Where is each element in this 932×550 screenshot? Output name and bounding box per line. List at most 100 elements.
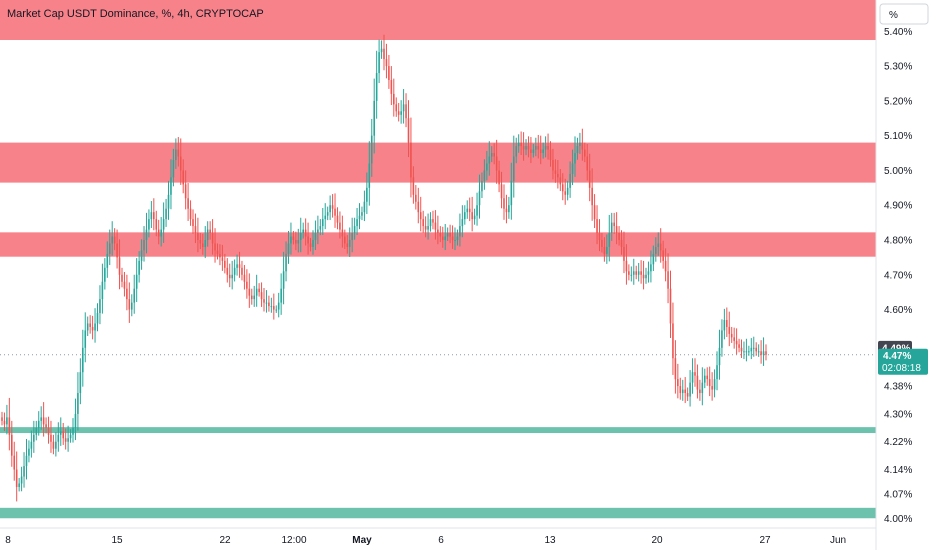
candle xyxy=(468,197,471,222)
candle xyxy=(6,404,8,435)
chart-title: Market Cap USDT Dominance, %, 4h, CRYPTO… xyxy=(7,8,264,20)
candle-body xyxy=(655,246,657,254)
candle-body xyxy=(388,66,390,80)
candle-body xyxy=(265,302,268,304)
price-tick-label: 4.00% xyxy=(884,514,912,525)
candle xyxy=(255,274,258,307)
candle xyxy=(716,351,718,391)
candle-body xyxy=(699,389,701,394)
candle xyxy=(603,237,606,262)
candle xyxy=(596,205,598,245)
candle xyxy=(363,190,366,222)
candle-body xyxy=(544,146,547,150)
unit-button[interactable] xyxy=(879,3,929,25)
candle xyxy=(336,207,339,230)
candle xyxy=(508,196,510,219)
candle-body xyxy=(542,149,544,154)
candle-body xyxy=(297,240,300,244)
candle xyxy=(346,235,349,254)
candle xyxy=(99,285,101,325)
candle xyxy=(104,258,106,290)
candle-body xyxy=(351,233,353,240)
candle xyxy=(265,290,268,313)
candle xyxy=(253,285,256,307)
candle xyxy=(466,200,469,219)
candle xyxy=(417,187,420,224)
candle-body xyxy=(743,351,745,353)
candle xyxy=(395,97,398,117)
candle-body xyxy=(459,226,461,237)
candle xyxy=(606,234,608,264)
price-axis[interactable]: 4.00%4.07%4.14%4.22%4.30%4.38%4.46%4.60%… xyxy=(884,0,912,525)
candle-body xyxy=(662,250,664,261)
candle xyxy=(706,367,709,386)
candle xyxy=(143,226,145,262)
candle xyxy=(598,219,601,252)
candle xyxy=(630,266,633,282)
candle-body xyxy=(312,240,314,247)
candle xyxy=(642,260,645,290)
candle-body xyxy=(72,427,74,435)
candle xyxy=(233,259,236,282)
candle-body xyxy=(615,226,618,234)
candle xyxy=(160,217,162,247)
candle xyxy=(326,206,329,221)
candle xyxy=(246,269,248,299)
candle-body xyxy=(295,240,297,244)
candle-body xyxy=(258,288,260,293)
candle xyxy=(446,227,449,241)
candle-body xyxy=(336,215,339,223)
candle-body xyxy=(206,229,209,240)
time-tick-label: 27 xyxy=(759,535,771,546)
candle-body xyxy=(13,455,16,470)
candle xyxy=(341,215,344,248)
candle-body xyxy=(400,111,402,115)
candle-body xyxy=(684,389,686,394)
candle-body xyxy=(456,236,459,240)
candle-body xyxy=(121,274,123,282)
candle-body xyxy=(221,257,224,261)
candle-body xyxy=(50,434,52,442)
candle xyxy=(750,338,753,360)
candle-body xyxy=(596,219,598,234)
candle-body xyxy=(380,48,383,53)
candle xyxy=(537,134,540,159)
candle xyxy=(493,143,495,165)
price-tick-label: 4.80% xyxy=(884,236,912,247)
price-badges: 4.49% 4.47% 02:08:18 xyxy=(878,340,928,375)
candle-body xyxy=(510,180,513,206)
candle-body xyxy=(390,80,393,94)
candle-body xyxy=(299,233,302,240)
candle xyxy=(730,326,733,343)
candle xyxy=(554,159,557,183)
candle xyxy=(728,311,731,347)
candle xyxy=(743,341,745,360)
candle-body xyxy=(449,233,451,237)
candle-body xyxy=(405,104,407,119)
candle xyxy=(677,363,679,399)
candle xyxy=(72,418,74,443)
candle xyxy=(708,366,711,397)
candle-body xyxy=(681,389,684,394)
candle xyxy=(434,210,437,240)
candle xyxy=(711,372,713,401)
candle xyxy=(113,228,116,251)
candle-body xyxy=(160,229,162,237)
candle xyxy=(608,214,611,262)
candle xyxy=(118,239,121,290)
candle-body xyxy=(273,306,275,310)
candle xyxy=(461,205,464,238)
candle xyxy=(157,219,160,245)
candle xyxy=(689,370,691,407)
candle xyxy=(25,438,28,480)
candle-body xyxy=(326,212,329,216)
candle-body xyxy=(101,281,104,300)
candle-body xyxy=(422,219,424,227)
candle-body xyxy=(133,288,136,303)
candle xyxy=(182,159,185,194)
candle-body xyxy=(353,226,356,234)
candle-body xyxy=(89,323,91,327)
time-axis[interactable]: 8 15 22 12:00 May 6 13 20 27 Jun xyxy=(5,535,846,546)
time-tick-label: 8 xyxy=(5,535,11,546)
